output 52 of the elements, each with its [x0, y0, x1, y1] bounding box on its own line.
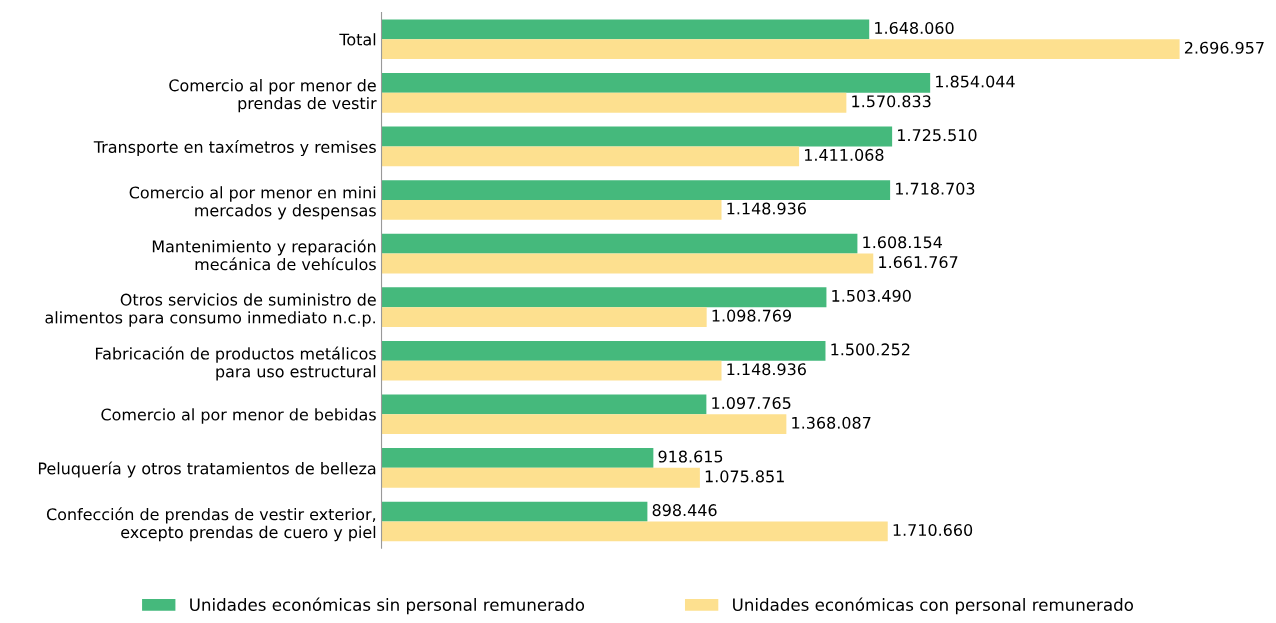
data-label: 1.368.087: [792, 416, 871, 429]
y-tick-label: Otros servicios de suministro de alimentos para consumo inmediato n.c.p.: [45, 293, 376, 327]
legend-label: Unidades económicas con personal remunerado: [733, 597, 1134, 615]
bar: [381, 467, 700, 488]
y-tick-label: Peluquería y otros tratamientos de belleza: [38, 461, 376, 478]
bar: [381, 92, 847, 113]
y-tick-label: Confección de prendas de vestir exterior, excepto prendas de cuero y piel: [46, 507, 376, 542]
data-label: 1.648.060: [875, 21, 954, 34]
bar: [381, 39, 1180, 60]
data-label: 1.854.044: [936, 75, 1015, 88]
y-tick-label: Mantenimiento y reparación mecánica de vehículos: [152, 239, 376, 271]
data-label: 1.148.936: [727, 202, 806, 215]
bar: [381, 287, 827, 308]
bar: [381, 19, 870, 40]
y-tick-label: Comercio al por menor en mini mercados y despensas: [129, 186, 376, 220]
data-label: 2.696.957: [1184, 41, 1264, 54]
bar: [381, 340, 826, 361]
data-label: 1.075.851: [705, 470, 784, 483]
data-label: 1.098.769: [712, 309, 791, 322]
data-label: 1.661.767: [879, 256, 958, 269]
data-label: 1.570.833: [852, 95, 931, 108]
y-tick-label: Comercio al por menor de bebidas: [101, 408, 376, 424]
y-tick-label: Total: [339, 33, 376, 46]
bar: [381, 73, 931, 93]
data-label: 1.718.703: [896, 182, 975, 195]
y-tick-label: Comercio al por menor de prendas de vestir: [169, 79, 377, 113]
bar: [381, 146, 800, 167]
bar: [381, 448, 654, 468]
data-label: 898.446: [652, 504, 717, 517]
bar: [381, 233, 858, 254]
data-label: 1.608.154: [863, 236, 942, 249]
bar: [381, 307, 707, 327]
data-label: 1.500.252: [831, 343, 910, 356]
data-label: 1.411.068: [805, 148, 884, 161]
bar: [381, 360, 722, 381]
y-tick-label: Fabricación de productos metálicos para uso estructural: [95, 346, 376, 381]
data-label: 1.097.765: [712, 396, 791, 410]
bar: [381, 180, 891, 200]
bar: [381, 521, 888, 542]
legend-label: Unidades económicas sin personal remunerado: [190, 597, 585, 615]
data-label: 1.148.936: [727, 363, 806, 376]
bar: [381, 501, 648, 522]
data-label: 918.615: [658, 450, 723, 463]
bar: [381, 394, 707, 415]
bar: [381, 199, 722, 220]
data-label: 1.710.660: [893, 523, 973, 536]
data-label: 1.503.490: [832, 289, 911, 302]
data-label: 1.725.510: [898, 129, 977, 142]
bar: [381, 126, 893, 147]
y-tick-label: Transporte en taxímetros y remises: [93, 140, 376, 157]
bar: [381, 253, 874, 274]
bar: [381, 414, 787, 435]
